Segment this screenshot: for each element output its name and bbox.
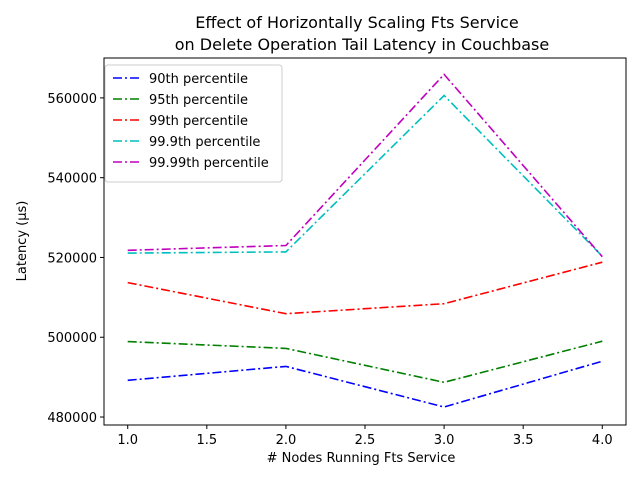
x-axis-ticks: 1.0 1.5 2.0 2.5 3.0 3.5 4.0 (117, 425, 613, 448)
legend-box (104, 64, 283, 183)
plot-area (127, 73, 603, 408)
series-line-3 (127, 261, 603, 315)
y-tick-label: 560000 (47, 92, 97, 107)
chart-title: Effect of Horizontally Scaling Fts Servi… (175, 13, 549, 54)
chart-title-line-1: Effect of Horizontally Scaling Fts Servi… (195, 13, 518, 32)
legend-entry-label: 99.99th percentile (149, 156, 269, 171)
legend-entry-label: 90th percentile (149, 72, 248, 87)
legend-entry-label: 99th percentile (149, 114, 248, 129)
x-tick-label: 3.5 (513, 433, 534, 448)
x-tick-label: 4.0 (592, 433, 613, 448)
y-tick-label: 500000 (47, 331, 97, 346)
series-line-1 (127, 360, 603, 408)
x-axis-label: # Nodes Running Fts Service (267, 451, 456, 466)
plot-frame (103, 57, 627, 426)
x-tick-label: 1.5 (196, 433, 217, 448)
legend: 90th percentile 95th percentile 99th perce… (104, 64, 283, 183)
y-tick-label: 520000 (47, 251, 97, 266)
legend-entry-label: 99.9th percentile (149, 135, 260, 150)
x-tick-label: 2.5 (355, 433, 376, 448)
x-tick-label: 2.0 (276, 433, 297, 448)
series-line-2 (127, 340, 603, 384)
y-axis-label: Latency (µs) (15, 201, 30, 282)
x-tick-label: 1.0 (117, 433, 138, 448)
y-tick-label: 540000 (47, 172, 97, 187)
x-tick-label: 3.0 (434, 433, 455, 448)
y-axis-ticks: 480000 500000 520000 540000 560000 (47, 92, 104, 426)
y-tick-label: 480000 (47, 411, 97, 426)
legend-entry-label: 95th percentile (149, 93, 248, 108)
series-line-4 (127, 94, 603, 257)
chart-title-line-2: on Delete Operation Tail Latency in Couc… (175, 35, 549, 54)
series-line-5 (127, 73, 603, 258)
